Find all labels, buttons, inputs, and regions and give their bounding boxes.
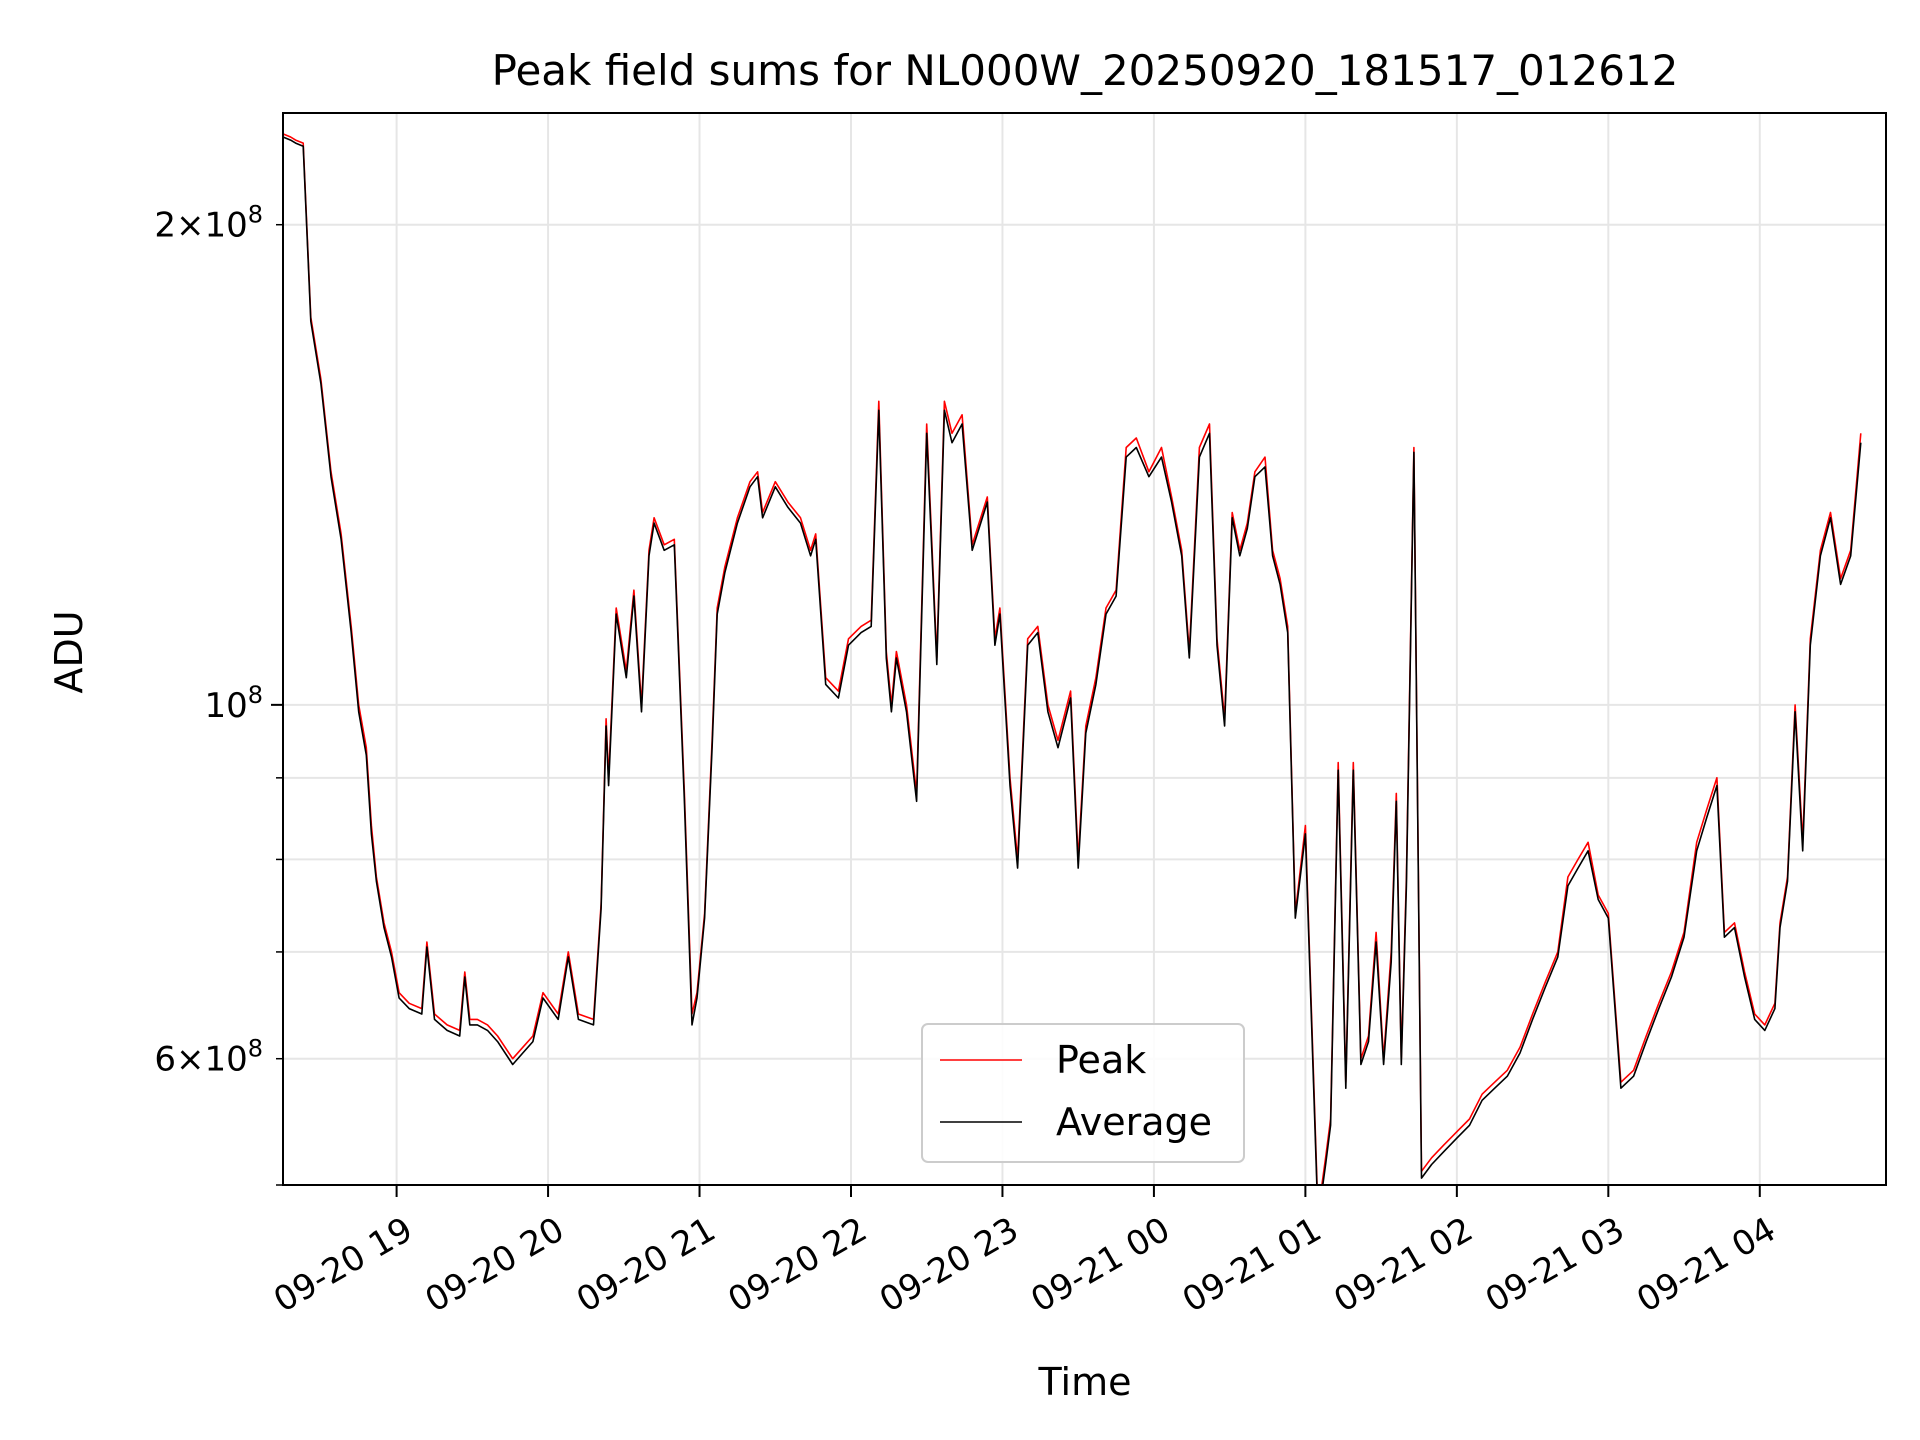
y-tick-base: 10 (204, 686, 247, 726)
x-axis-label: Time (1038, 1360, 1132, 1404)
y-tick-exponent: 8 (248, 1035, 263, 1063)
series-line-average (283, 136, 1862, 1185)
chart-title: Peak field sums for NL000W_20250920_1815… (492, 46, 1679, 95)
y-tick-mantissa: 6×10 (154, 1040, 247, 1080)
y-tick-label: 2×108 (154, 201, 263, 246)
series-layer (283, 133, 1862, 1185)
legend-label-average: Average (1056, 1100, 1212, 1144)
y-tick-exponent: 8 (248, 681, 263, 709)
y-axis-label: ADU (47, 610, 91, 693)
legend: Peak Average (921, 1023, 1245, 1163)
plot-frame (282, 112, 1887, 1186)
y-tick-mantissa: 2×10 (154, 206, 247, 246)
y-tick-label: 108 (204, 681, 263, 726)
y-tick-label: 6×108 (154, 1035, 263, 1080)
legend-box (921, 1023, 1245, 1163)
legend-label-peak: Peak (1056, 1038, 1146, 1082)
y-tick-exponent: 8 (248, 201, 263, 229)
series-line-peak (283, 133, 1862, 1185)
